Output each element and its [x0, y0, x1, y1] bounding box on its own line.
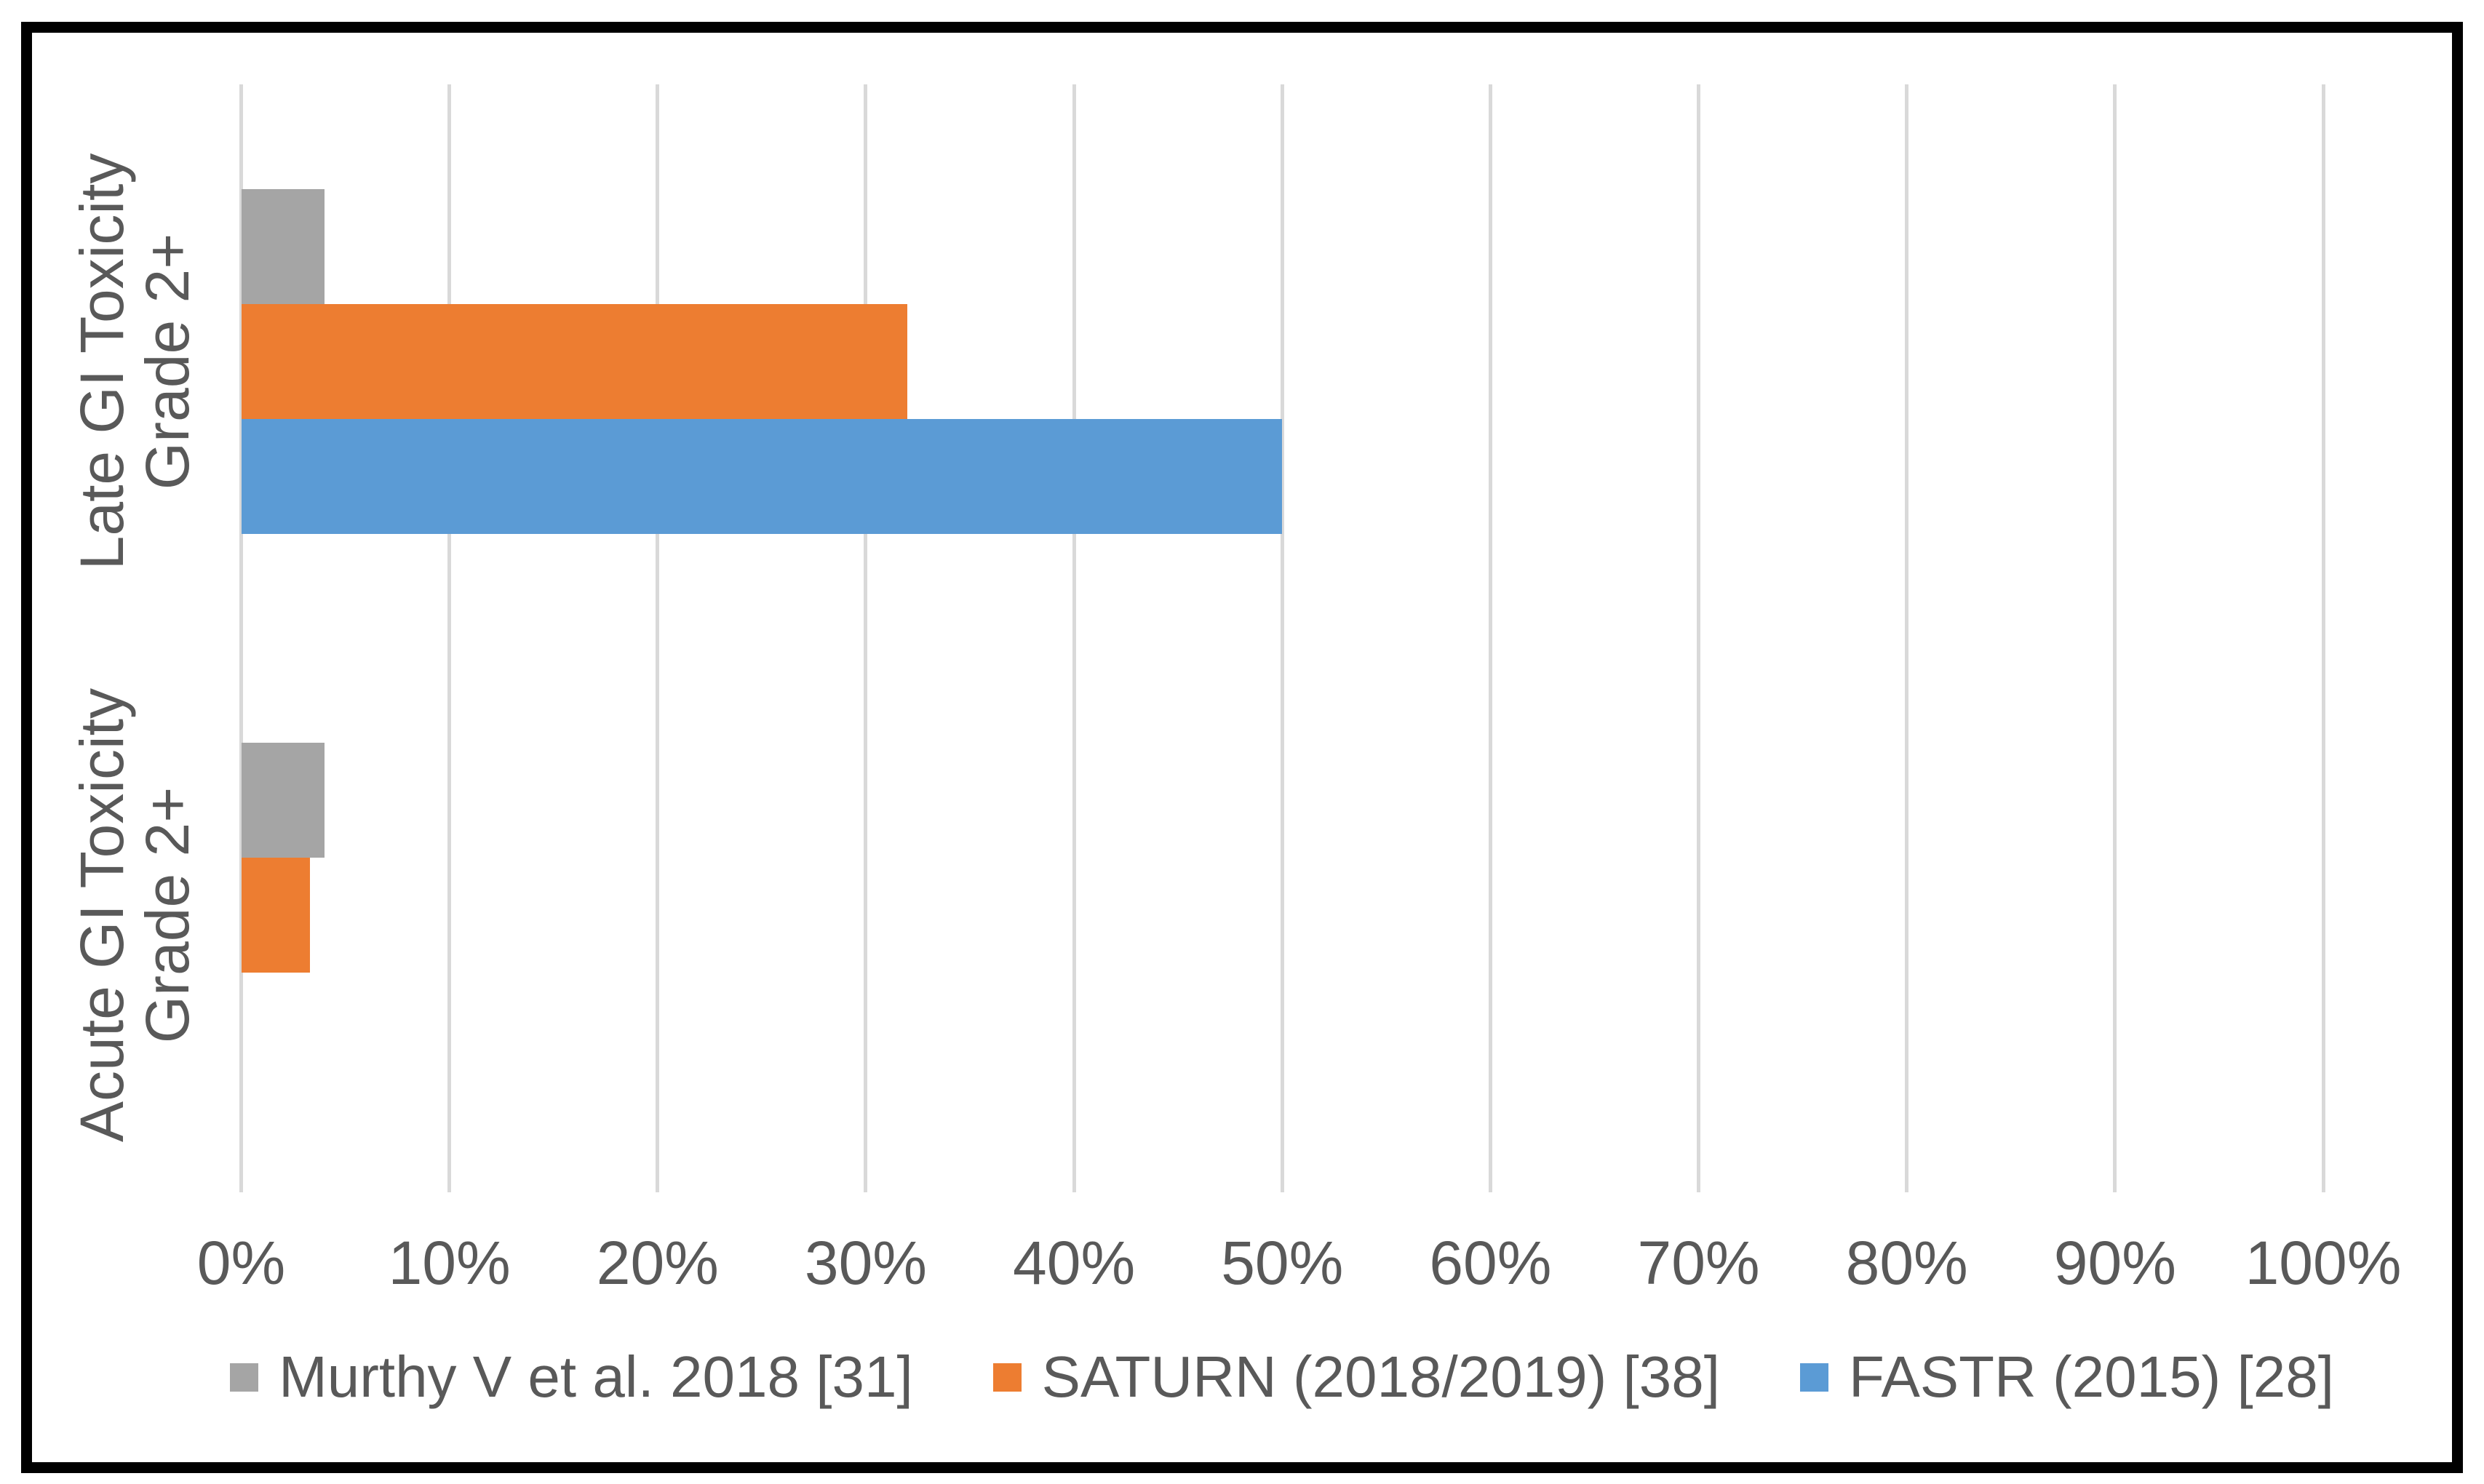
- x-tick-label-30pct: 30%: [804, 1229, 927, 1297]
- category-label-line: Grade 2+: [133, 233, 202, 490]
- gridline-30pct: [864, 84, 868, 1192]
- x-tick-label-20pct: 20%: [596, 1229, 719, 1297]
- bar-acute-gi-toxicity-grade-2-saturn-2018-2019-38: [241, 858, 310, 973]
- gridline-90pct: [2113, 84, 2117, 1192]
- gridline-50pct: [1280, 84, 1284, 1192]
- gridline-100pct: [2321, 84, 2325, 1192]
- x-tick-label-80pct: 80%: [1845, 1229, 1968, 1297]
- category-label-acute-gi-toxicity-grade-2: Acute GI Toxicity Grade 2+: [68, 688, 202, 1143]
- gridline-70pct: [1697, 84, 1701, 1192]
- bar-acute-gi-toxicity-grade-2-murthy-v-et-al-2018-31: [241, 743, 325, 858]
- bar-late-gi-toxicity-grade-2-saturn-2018-2019-38: [241, 303, 908, 419]
- x-tick-label-90pct: 90%: [2053, 1229, 2176, 1297]
- legend: Murthy V et al. 2018 [31] SATURN (2018/20…: [230, 1337, 2334, 1417]
- bar-late-gi-toxicity-grade-2-fastr-2015-28: [241, 418, 1283, 534]
- legend-item-fastr-2015-28: FASTR (2015) [28]: [1799, 1344, 2334, 1411]
- legend-marker-murthy-v-et-al-2018-31: [230, 1363, 259, 1392]
- category-label-line: Grade 2+: [133, 786, 202, 1044]
- category-label-late-gi-toxicity-grade-2: Late GI Toxicity Grade 2+: [68, 153, 202, 570]
- gridline-40pct: [1072, 84, 1076, 1192]
- legend-marker-saturn-2018-2019-38: [992, 1363, 1022, 1392]
- bar-late-gi-toxicity-grade-2-murthy-v-et-al-2018-31: [241, 188, 325, 304]
- gridline-0pct: [239, 84, 243, 1192]
- legend-label-saturn-2018-2019-38: SATURN (2018/2019) [38]: [1041, 1344, 1720, 1409]
- legend-item-saturn-2018-2019-38: SATURN (2018/2019) [38]: [992, 1344, 1720, 1411]
- category-label-line: Acute GI Toxicity: [68, 688, 137, 1143]
- gridline-20pct: [656, 84, 660, 1192]
- legend-label-murthy-v-et-al-2018-31: Murthy V et al. 2018 [31]: [279, 1344, 913, 1409]
- x-tick-label-40pct: 40%: [1013, 1229, 1136, 1297]
- gridline-10pct: [447, 84, 452, 1192]
- legend-item-murthy-v-et-al-2018-31: Murthy V et al. 2018 [31]: [230, 1344, 913, 1411]
- gridline-60pct: [1488, 84, 1492, 1192]
- category-label-line: Late GI Toxicity: [68, 153, 137, 570]
- gridline-80pct: [1905, 84, 1909, 1192]
- x-tick-label-100pct: 100%: [2245, 1229, 2402, 1297]
- x-tick-label-50pct: 50%: [1221, 1229, 1344, 1297]
- x-tick-label-0pct: 0%: [196, 1229, 286, 1297]
- legend-label-fastr-2015-28: FASTR (2015) [28]: [1848, 1344, 2334, 1409]
- x-tick-label-10pct: 10%: [388, 1229, 511, 1297]
- x-tick-label-60pct: 60%: [1429, 1229, 1552, 1297]
- legend-marker-fastr-2015-28: [1799, 1363, 1828, 1392]
- x-tick-label-70pct: 70%: [1637, 1229, 1760, 1297]
